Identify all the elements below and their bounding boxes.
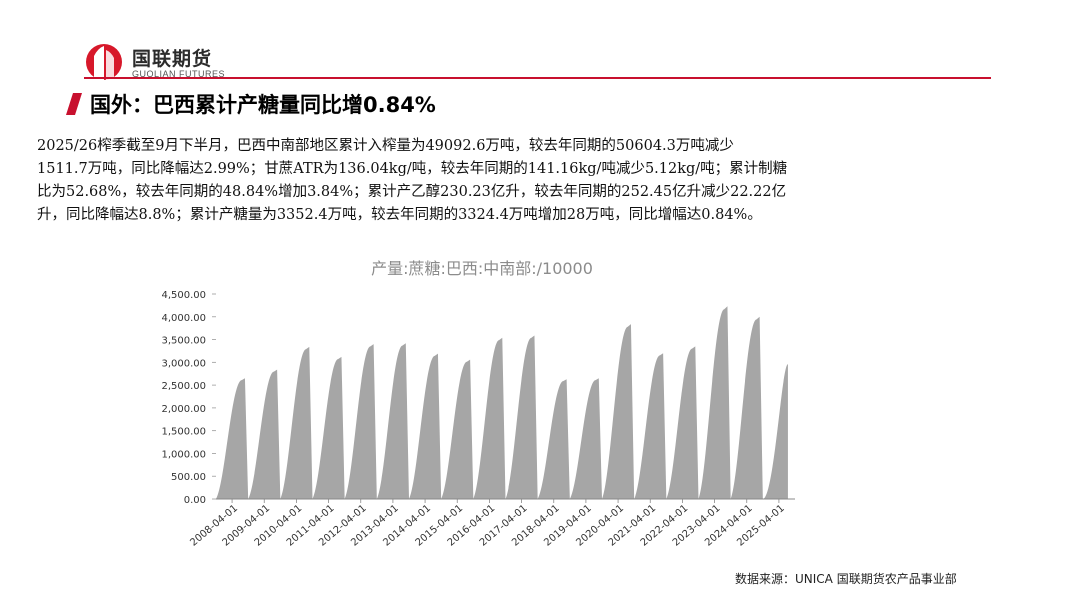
description-line: 升，同比降幅达8.8%；累计产糖量为3352.4万吨，较去年同期的3324.4万… bbox=[37, 207, 762, 223]
y-tick-label: 1,000.00 bbox=[161, 449, 206, 460]
season-area bbox=[280, 346, 313, 499]
y-axis: 0.00 500.00 1,000.00 1,500.00 2,000.00 2,500.… bbox=[161, 290, 216, 506]
season-area bbox=[473, 337, 506, 499]
data-source: 数据来源：UNICA 国联期货农产品事业部 bbox=[735, 572, 957, 586]
y-tick-label: 3,500.00 bbox=[161, 336, 206, 347]
season-area bbox=[569, 378, 602, 499]
y-tick-label: 2,500.00 bbox=[161, 381, 206, 392]
page-title: 国外：巴西累计产糖量同比增0.84% bbox=[90, 93, 436, 117]
season-area bbox=[698, 306, 731, 499]
season-area bbox=[666, 346, 699, 499]
season-area bbox=[409, 353, 442, 499]
logo-text: 国联期货 bbox=[132, 48, 213, 70]
season-area bbox=[602, 324, 635, 499]
guolian-logo-icon bbox=[86, 44, 122, 80]
chart-title: 产量:蔗糖:巴西:中南部:/10000 bbox=[371, 259, 593, 278]
y-tick-label: 1,500.00 bbox=[161, 427, 206, 438]
season-area bbox=[537, 379, 570, 499]
season-area bbox=[505, 335, 538, 499]
description-paragraph: 2025/26榨季截至9月下半月，巴西中南部地区累计入榨量为49092.6万吨，… bbox=[37, 135, 1027, 227]
area-series bbox=[216, 306, 788, 499]
y-tick-label: 4,000.00 bbox=[161, 313, 206, 324]
season-area bbox=[312, 356, 345, 499]
y-tick-label: 0.00 bbox=[184, 495, 206, 506]
company-logo: 国联期货 GUOLIAN FUTURES bbox=[84, 40, 244, 84]
season-area bbox=[216, 378, 249, 499]
season-area bbox=[344, 344, 377, 499]
title-accent-icon bbox=[66, 93, 82, 115]
y-tick-label: 2,000.00 bbox=[161, 404, 206, 415]
description-line: 2025/26榨季截至9月下半月，巴西中南部地区累计入榨量为49092.6万吨，… bbox=[37, 138, 734, 154]
season-area bbox=[634, 353, 667, 499]
sugar-production-chart: 产量:蔗糖:巴西:中南部:/10000 0.00 500.00 1,000.00 1,… bbox=[161, 259, 795, 549]
season-area bbox=[248, 369, 281, 499]
logo-subtext: GUOLIAN FUTURES bbox=[132, 69, 226, 79]
description-line: 1511.7万吨，同比降幅达2.99%；甘蔗ATR为136.04kg/吨，较去年… bbox=[37, 161, 788, 177]
x-axis: 2008-04-012009-04-012010-04-012011-04-01… bbox=[188, 498, 795, 549]
header-divider bbox=[84, 77, 991, 79]
season-area bbox=[441, 359, 474, 499]
season-area bbox=[376, 343, 409, 499]
season-area bbox=[730, 316, 763, 499]
season-area bbox=[762, 364, 788, 499]
y-tick-label: 4,500.00 bbox=[161, 290, 206, 301]
description-line: 比为52.68%，较去年同期的48.84%增加3.84%；累计产乙醇230.23… bbox=[37, 184, 787, 200]
y-tick-label: 500.00 bbox=[171, 472, 206, 483]
y-tick-label: 3,000.00 bbox=[161, 358, 206, 369]
